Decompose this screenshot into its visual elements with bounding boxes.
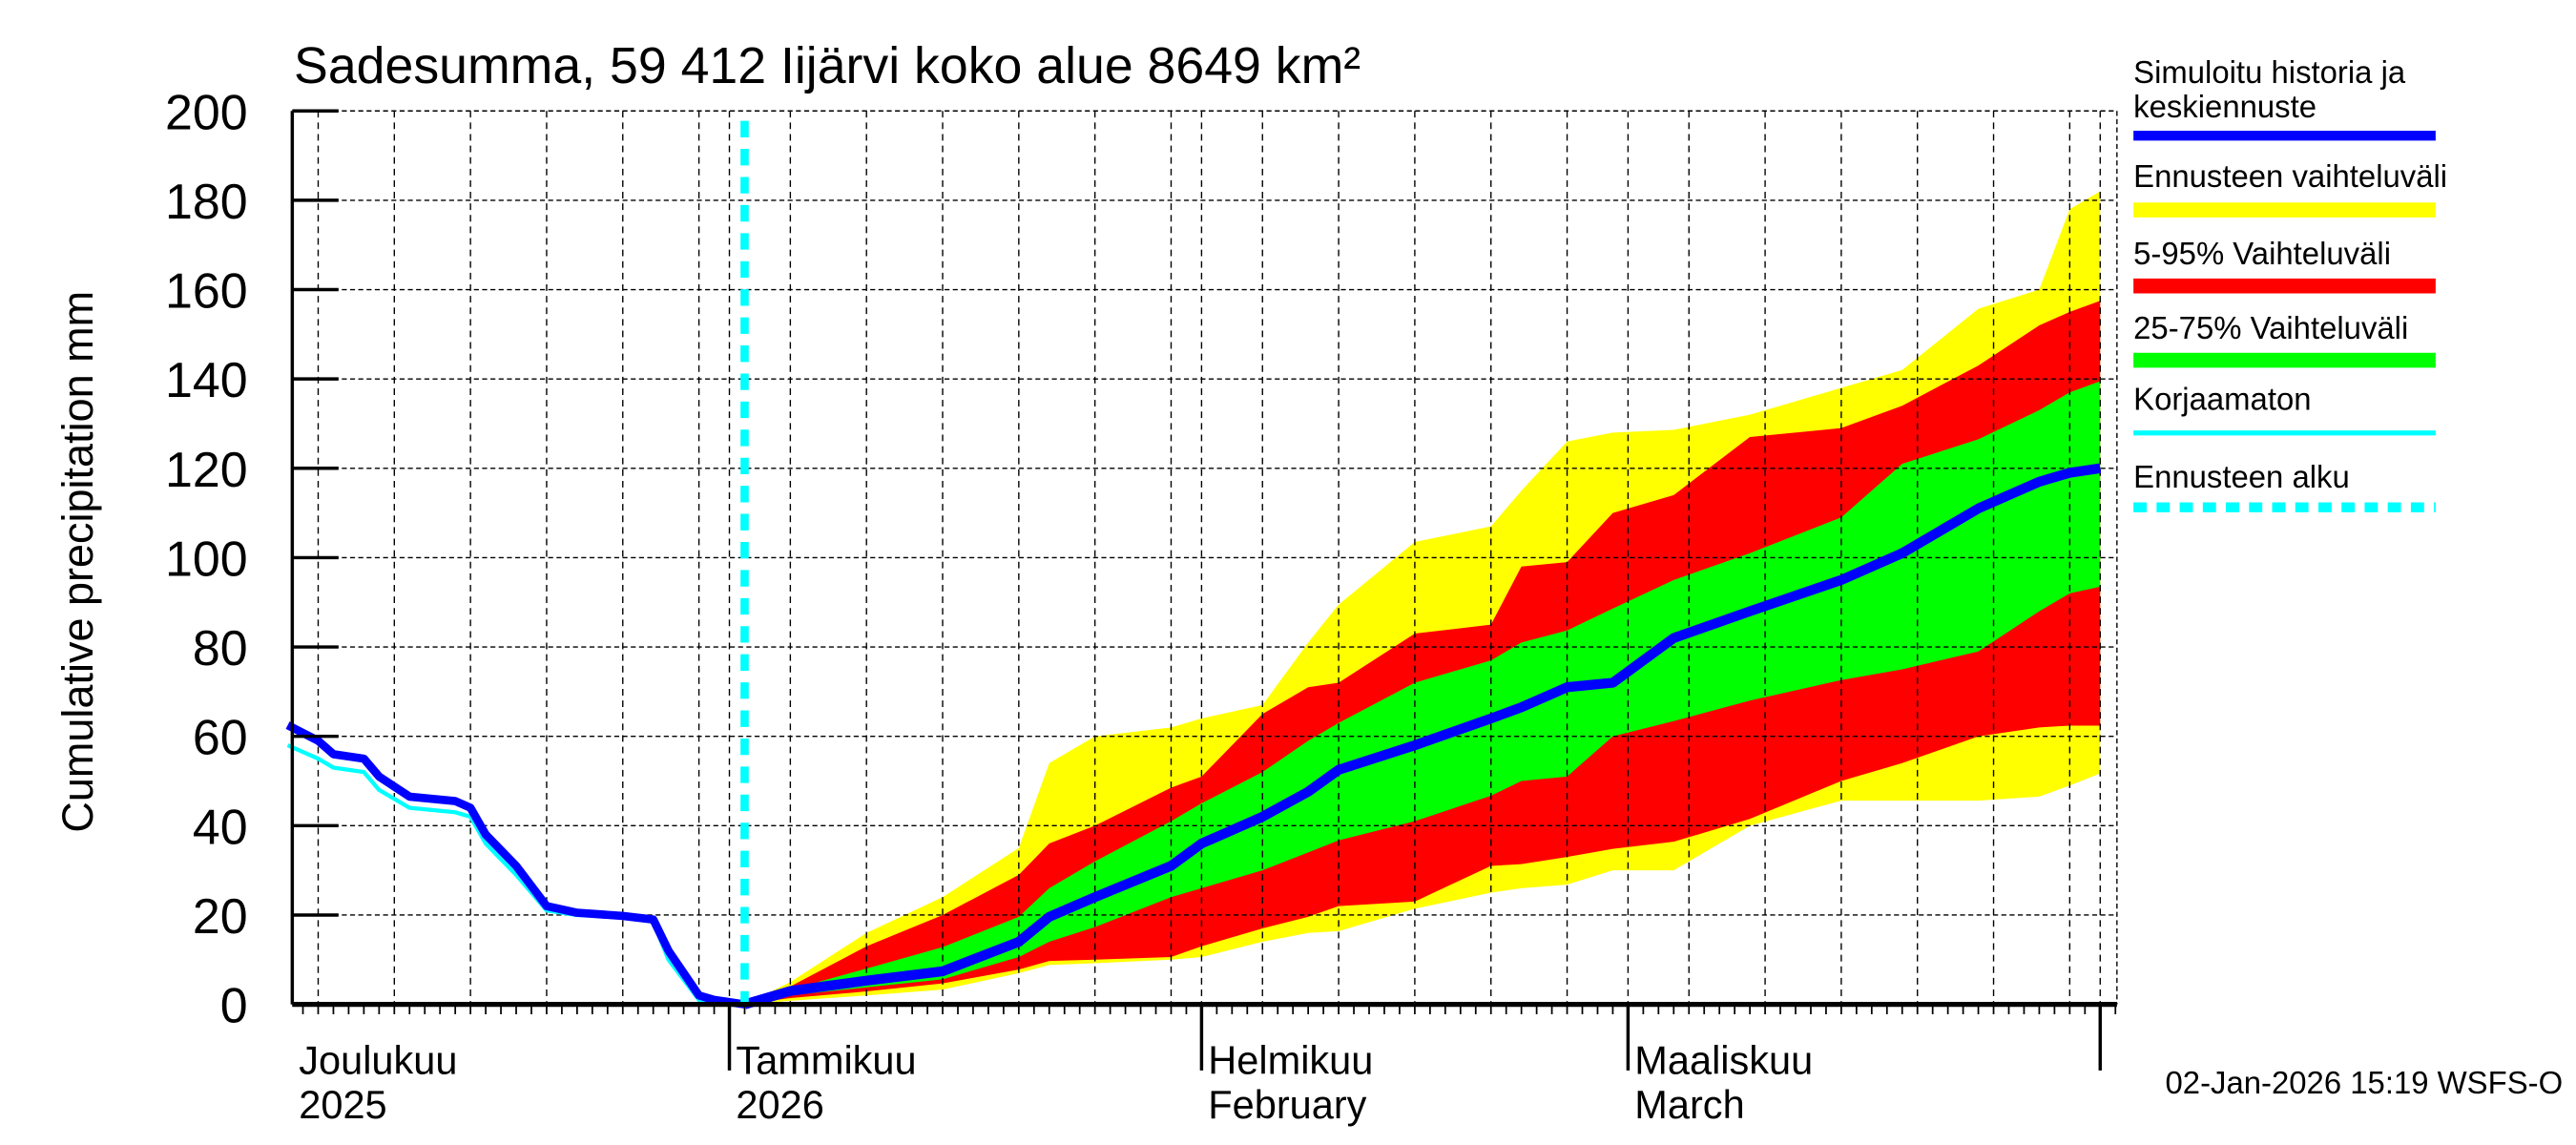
timestamp: 02-Jan-2026 15:19 WSFS-O bbox=[2166, 1065, 2564, 1100]
y-tick-label: 40 bbox=[193, 800, 248, 855]
legend-label: 25-75% Vaihteluväli bbox=[2133, 310, 2408, 345]
x-month-label: Helmikuu bbox=[1208, 1037, 1373, 1082]
median-forecast-line bbox=[743, 463, 2102, 1010]
y-tick-label: 160 bbox=[165, 264, 248, 320]
y-tick-label: 180 bbox=[165, 175, 248, 230]
y-axis-label: Cumulative precipitation mm bbox=[53, 291, 102, 833]
y-tick-label: 0 bbox=[220, 979, 248, 1034]
x-year-label: 2026 bbox=[736, 1082, 823, 1127]
x-year-label: 2025 bbox=[299, 1082, 386, 1127]
legend-label: Ennusteen alku bbox=[2133, 459, 2350, 494]
legend-label: Ennusteen vaihteluväli bbox=[2133, 158, 2447, 194]
x-month-label: Joulukuu bbox=[299, 1037, 457, 1082]
legend-label: 5-95% Vaihteluväli bbox=[2133, 236, 2391, 271]
legend-label: keskiennuste bbox=[2133, 89, 2316, 124]
y-tick-label: 120 bbox=[165, 443, 248, 498]
x-year-label: February bbox=[1208, 1082, 1366, 1127]
y-tick-label: 100 bbox=[165, 531, 248, 587]
x-month-label: Maaliskuu bbox=[1634, 1037, 1813, 1082]
y-tick-label: 140 bbox=[165, 353, 248, 408]
x-year-label: March bbox=[1634, 1082, 1744, 1127]
x-month-label: Tammikuu bbox=[736, 1037, 916, 1082]
band-25-75 bbox=[744, 381, 2101, 1005]
y-tick-label: 80 bbox=[193, 621, 248, 677]
y-tick-label: 200 bbox=[165, 85, 248, 140]
y-tick-label: 20 bbox=[193, 889, 248, 945]
chart-title: Sadesumma, 59 412 Iijärvi koko alue 8649… bbox=[294, 37, 1361, 94]
y-tick-label: 60 bbox=[193, 711, 248, 766]
legend-label: Korjaamaton bbox=[2133, 382, 2311, 417]
legend-label: Simuloitu historia ja bbox=[2133, 54, 2406, 90]
band-5-95 bbox=[744, 301, 2101, 1005]
simulated-history-line bbox=[285, 721, 746, 1009]
uncorrected-line bbox=[286, 743, 745, 1007]
